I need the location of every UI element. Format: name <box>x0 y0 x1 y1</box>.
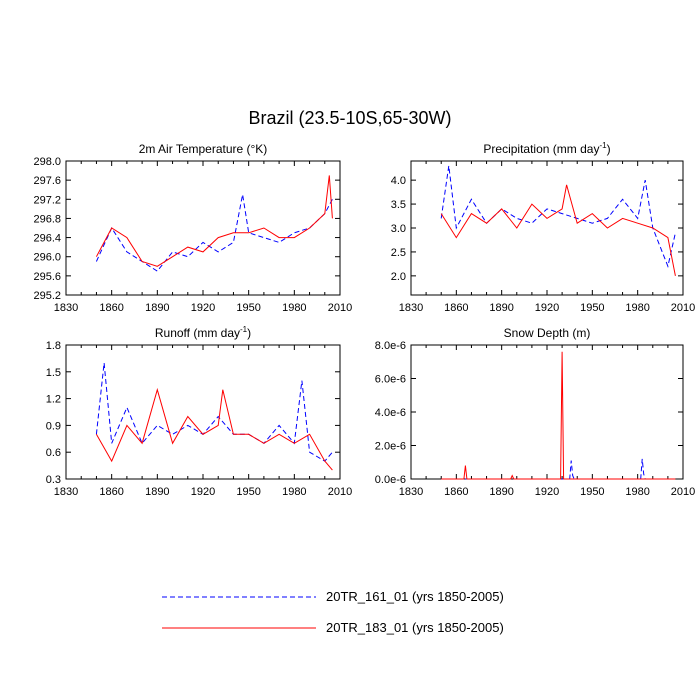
x-tick-label: 1890 <box>489 302 513 314</box>
y-tick-label: 295.2 <box>33 290 61 302</box>
x-tick-label: 1830 <box>399 302 423 314</box>
panel-title: Precipitation (mm day-1) <box>483 141 610 156</box>
y-tick-label: 297.6 <box>33 175 61 187</box>
y-tick-label: 298.0 <box>33 156 61 168</box>
series-line-1 <box>95 362 333 462</box>
x-tick-label: 1860 <box>444 302 468 314</box>
x-tick-label: 1950 <box>236 486 260 498</box>
y-tick-label: 2.5 <box>391 247 406 259</box>
y-tick-label: 2.0 <box>391 271 406 283</box>
x-tick-label: 1980 <box>282 302 306 314</box>
panel-title-text: 2m Air Temperature (°K) <box>139 142 268 156</box>
panel-frame <box>65 160 341 296</box>
x-tick-label: 1950 <box>580 302 604 314</box>
y-tick-label: 0.0e-6 <box>375 474 406 486</box>
x-tick-label: 1920 <box>191 302 215 314</box>
panel-title-text: Snow Depth (m) <box>504 326 591 340</box>
y-tick-label: 1.8 <box>46 340 61 352</box>
y-tick-label: 3.0 <box>391 223 406 235</box>
x-tick-label: 1950 <box>236 302 260 314</box>
y-tick-label: 2.0e-6 <box>375 441 406 453</box>
x-tick-label: 1860 <box>444 486 468 498</box>
series-line-1 <box>440 165 676 268</box>
panels: 2m Air Temperature (°K) 1830 1860 1890 1920 1… <box>33 141 695 498</box>
x-tick-label: 1920 <box>535 302 559 314</box>
x-tick-label: 1830 <box>54 302 78 314</box>
y-tick-label: 0.6 <box>46 447 61 459</box>
y-tick-label: 0.9 <box>46 420 61 432</box>
series-line-2 <box>95 175 333 267</box>
series-line-2 <box>95 387 333 471</box>
y-tick-label: 6.0e-6 <box>375 374 406 386</box>
x-tick-label: 1830 <box>399 486 423 498</box>
x-tick-label: 1920 <box>535 486 559 498</box>
x-tick-label: 1860 <box>99 302 123 314</box>
x-tick-label: 1890 <box>145 486 169 498</box>
x-tick-label: 2010 <box>671 302 695 314</box>
y-tick-label: 297.2 <box>33 194 61 206</box>
x-tick-label: 1830 <box>54 486 78 498</box>
y-tick-label: 1.5 <box>46 367 61 379</box>
x-tick-label: 1950 <box>580 486 604 498</box>
series-line-1 <box>95 194 333 272</box>
panel-frame <box>65 344 341 480</box>
panel-title-text: Precipitation (mm day <box>483 142 599 156</box>
x-tick-label: 1890 <box>145 302 169 314</box>
series-line-2 <box>440 184 676 276</box>
panel-1: 2m Air Temperature (°K) 1830 1860 1890 1920 1… <box>33 142 352 314</box>
panel-title-superscript: -1 <box>240 325 248 334</box>
x-tick-label: 1980 <box>625 302 649 314</box>
panel-title-suffix: ) <box>607 142 611 156</box>
x-tick-label: 1860 <box>99 486 123 498</box>
y-tick-label: 0.3 <box>46 474 61 486</box>
x-tick-label: 1920 <box>191 486 215 498</box>
chart-title: Brazil (23.5-10S,65-30W) <box>248 108 451 128</box>
panel-title-text: Runoff (mm day <box>155 326 240 340</box>
y-tick-label: 296.8 <box>33 213 61 225</box>
y-tick-label: 296.4 <box>33 233 61 245</box>
y-tick-label: 296.0 <box>33 252 61 264</box>
panel-frame <box>410 160 684 296</box>
x-tick-label: 1980 <box>625 486 649 498</box>
legend-label-series-1: 20TR_161_01 (yrs 1850-2005) <box>326 589 504 604</box>
panel-4: Snow Depth (m) 1830 1860 1890 1920 1950 1980 20… <box>375 326 695 498</box>
panel-title-suffix: ) <box>247 326 251 340</box>
x-tick-label: 1890 <box>489 486 513 498</box>
y-tick-label: 295.6 <box>33 271 61 283</box>
legend-label-series-2: 20TR_183_01 (yrs 1850-2005) <box>326 620 504 635</box>
x-tick-label: 2010 <box>328 302 352 314</box>
panel-3: Runoff (mm day-1) 1830 1860 1890 1920 1950 198… <box>46 325 353 498</box>
panel-title-superscript: -1 <box>599 141 607 150</box>
legend: 20TR_161_01 (yrs 1850-2005) 20TR_183_01 … <box>162 589 504 635</box>
panel-title: 2m Air Temperature (°K) <box>139 142 268 156</box>
x-tick-label: 2010 <box>671 486 695 498</box>
series-line-1 <box>441 458 676 480</box>
x-tick-label: 1980 <box>282 486 306 498</box>
y-tick-label: 8.0e-6 <box>375 340 406 352</box>
y-tick-label: 1.2 <box>46 394 61 406</box>
series-line-2 <box>441 351 676 480</box>
panel-2: Precipitation (mm day-1) 1830 1860 1890 1920… <box>391 141 696 314</box>
y-tick-label: 3.5 <box>391 199 406 211</box>
y-tick-label: 4.0e-6 <box>375 407 406 419</box>
x-tick-label: 2010 <box>328 486 352 498</box>
panel-title: Runoff (mm day-1) <box>155 325 251 340</box>
panel-title: Snow Depth (m) <box>504 326 591 340</box>
y-tick-label: 4.0 <box>391 175 406 187</box>
